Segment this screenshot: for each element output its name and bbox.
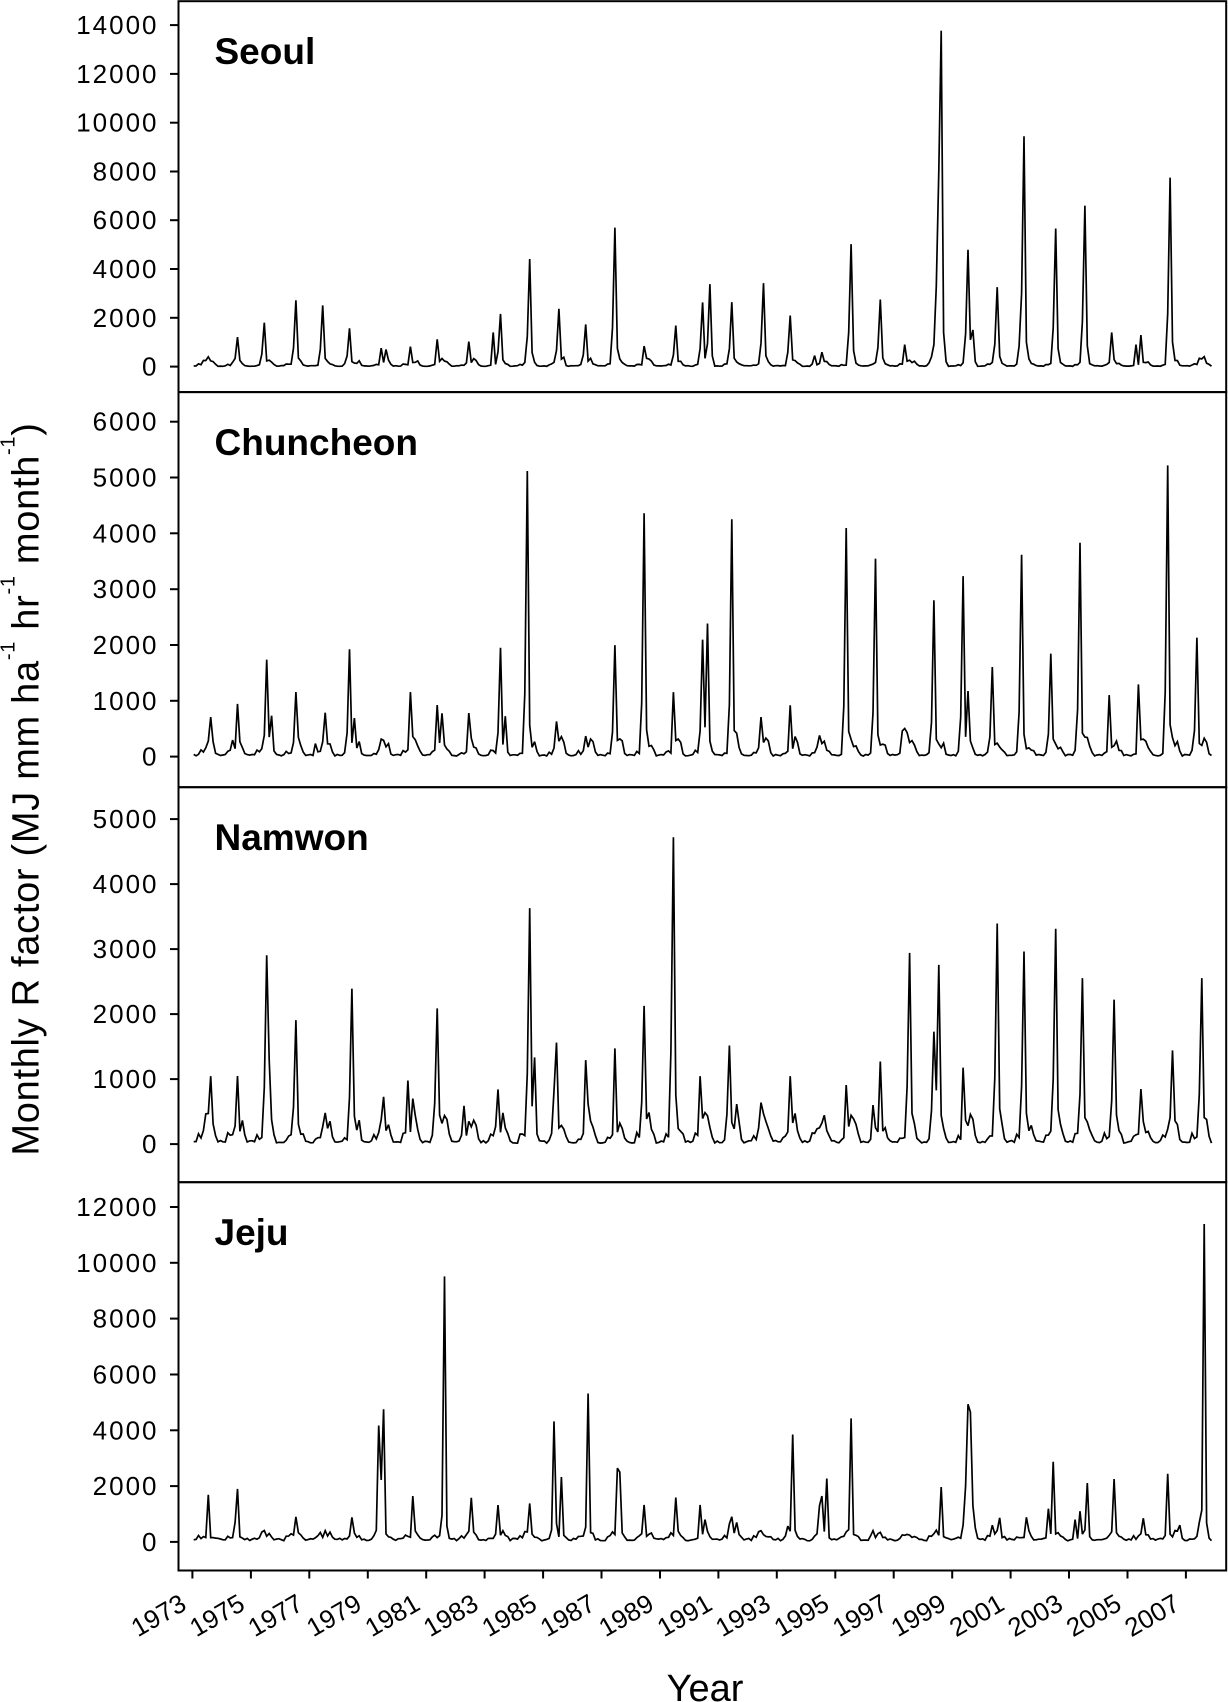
svg-text:2000: 2000: [93, 303, 159, 333]
svg-text:Seoul: Seoul: [215, 31, 316, 72]
svg-text:4000: 4000: [93, 1415, 159, 1445]
svg-text:2000: 2000: [93, 1471, 159, 1501]
svg-text:1000: 1000: [93, 686, 159, 716]
svg-text:0: 0: [142, 352, 158, 382]
svg-text:0: 0: [142, 1527, 158, 1557]
svg-text:4000: 4000: [93, 869, 159, 899]
svg-text:14000: 14000: [76, 10, 158, 40]
svg-text:8000: 8000: [93, 1304, 159, 1334]
svg-text:Monthly R factor (MJ mm ha-1 h: Monthly R factor (MJ mm ha-1 hr-1 month-…: [0, 422, 48, 1155]
svg-text:Namwon: Namwon: [215, 817, 369, 858]
svg-text:6000: 6000: [93, 205, 159, 235]
svg-text:6000: 6000: [93, 407, 159, 437]
svg-text:12000: 12000: [76, 1192, 158, 1222]
svg-text:10000: 10000: [76, 108, 158, 138]
svg-text:2000: 2000: [93, 630, 159, 660]
svg-text:10000: 10000: [76, 1248, 158, 1278]
svg-text:Jeju: Jeju: [215, 1212, 289, 1253]
svg-text:4000: 4000: [93, 518, 159, 548]
svg-text:5000: 5000: [93, 804, 159, 834]
svg-text:12000: 12000: [76, 59, 158, 89]
svg-text:8000: 8000: [93, 157, 159, 187]
svg-text:2000: 2000: [93, 999, 159, 1029]
svg-text:5000: 5000: [93, 463, 159, 493]
svg-text:4000: 4000: [93, 254, 159, 284]
svg-text:3000: 3000: [93, 934, 159, 964]
svg-text:Year: Year: [667, 1668, 744, 1702]
svg-text:0: 0: [142, 742, 158, 772]
svg-text:3000: 3000: [93, 574, 159, 604]
svg-text:0: 0: [142, 1129, 158, 1159]
svg-text:6000: 6000: [93, 1360, 159, 1390]
svg-text:Chuncheon: Chuncheon: [215, 422, 418, 463]
svg-text:1000: 1000: [93, 1064, 159, 1094]
